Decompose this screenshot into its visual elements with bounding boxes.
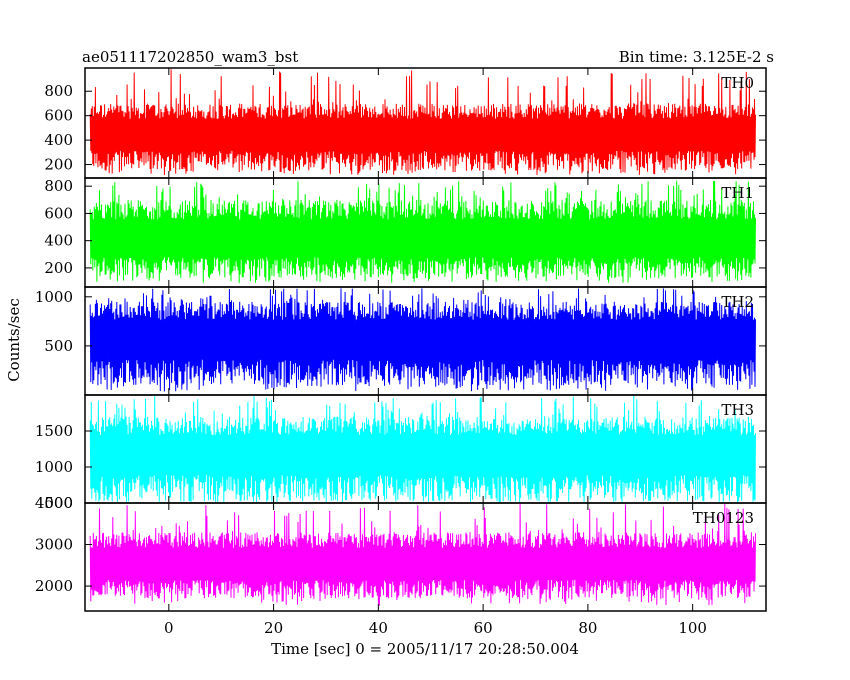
panel-label: TH0123 [693,509,754,527]
y-tick-label: 500 [44,494,73,512]
y-tick-label: 1000 [35,458,73,476]
panel-frame [84,502,767,612]
x-tick-label: 0 [164,619,174,637]
y-tick-label: 3000 [35,536,73,554]
series-th2 [89,288,756,392]
y-axis-label: Counts/sec [5,298,23,382]
y-tick-label: 800 [44,177,73,195]
y-tick-label: 400 [44,131,73,149]
y-tick-label: 800 [44,82,73,100]
series-th0 [89,69,756,176]
series-th0123 [89,503,756,606]
x-tick-label: 100 [678,619,707,637]
panel-label: TH0 [721,74,754,92]
y-tick-label: 200 [44,156,73,174]
panel-label: TH3 [721,401,754,419]
series-th3 [89,395,756,503]
y-tick-label: 4000 [35,494,73,512]
y-tick-label: 600 [44,204,73,222]
x-tick-label: 80 [578,619,597,637]
bin-time-label: Bin time: 3.125E-2 s [619,48,774,66]
y-tick-label: 2000 [35,577,73,595]
x-tick-label: 40 [369,619,388,637]
y-tick-label: 1500 [35,422,73,440]
series-th1 [89,180,756,284]
chart-title: ae051117202850_wam3_bst [82,48,298,66]
x-axis-label: Time [sec] 0 = 2005/11/17 20:28:50.004 [271,640,579,658]
y-tick-label: 600 [44,107,73,125]
panel-label: TH2 [721,293,754,311]
x-tick-label: 60 [474,619,493,637]
panel-label: TH1 [721,184,754,202]
y-tick-label: 400 [44,232,73,250]
panel-th3: 500 1000 1500 TH3 [35,394,767,512]
x-tick-label: 20 [264,619,283,637]
panel-th0123: 2000 3000 4000 TH0123 [35,494,767,612]
y-tick-label: 200 [44,259,73,277]
panel-th2: 500 1000 TH2 [35,286,767,396]
y-tick-label: 500 [44,337,73,355]
y-tick-label: 1000 [35,288,73,306]
panel-th0: 200 400 600 800 TH0 [44,67,767,179]
panel-th1: 200 400 600 800 TH1 [44,177,767,288]
